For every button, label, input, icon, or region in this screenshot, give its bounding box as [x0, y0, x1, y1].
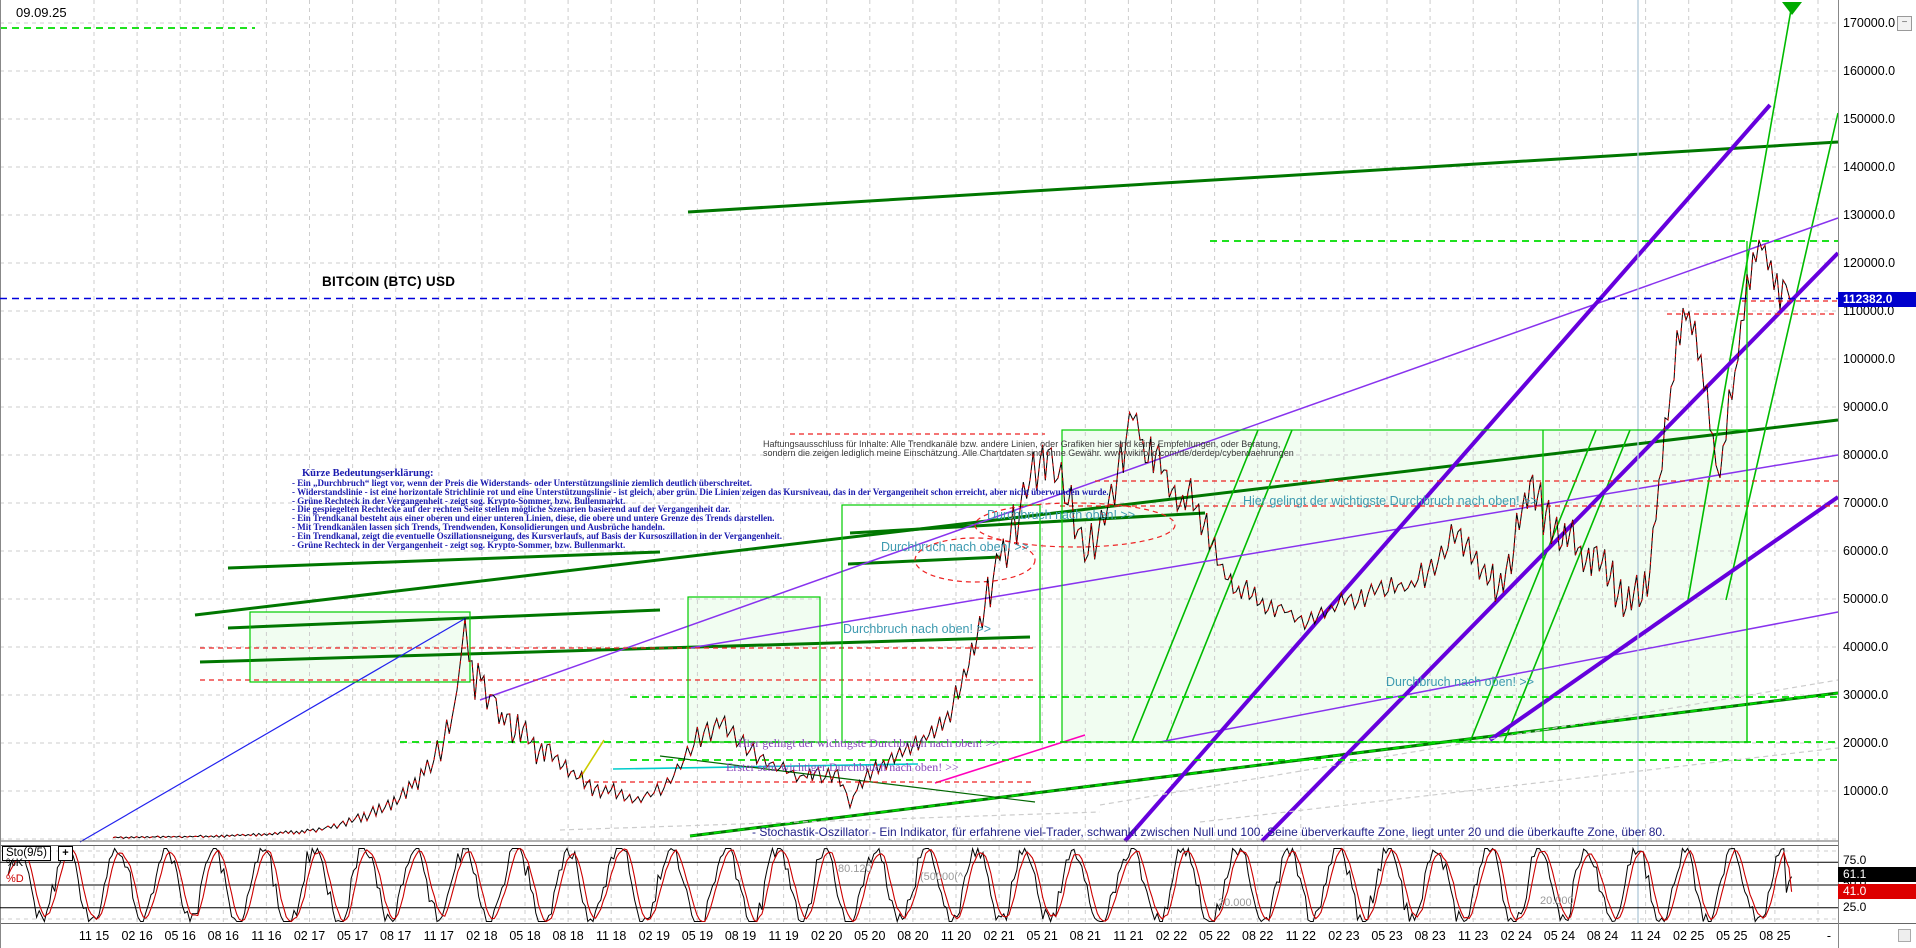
time-tick-label: 05 21	[1026, 929, 1058, 943]
time-tick-label: 08 18	[552, 929, 584, 943]
explanation-title: Kürze Bedeutungserklärung:	[302, 468, 434, 479]
explanation-line: - Widerstandslinie - ist eine horizontal…	[292, 486, 1109, 497]
chart-annotation: Hier gelingt der wichtigste Durchbruch n…	[738, 736, 1000, 750]
time-tick-label: 08 20	[897, 929, 929, 943]
chart-annotation: Hier gelingt der wichtigste Durchbruch n…	[1243, 494, 1538, 508]
time-tick-label: 05 23	[1371, 929, 1403, 943]
disclaimer-line-1: Haftungsausschluss für Inhalte: Alle Tre…	[763, 439, 1281, 449]
time-tick-label: 05 17	[336, 929, 369, 943]
time-tick-label: 08 25	[1759, 929, 1791, 943]
ghost-label: 80.120	[838, 863, 872, 875]
price-tick-label: 170000.0	[1843, 16, 1896, 30]
price-tick-label: 110000.0	[1843, 304, 1895, 318]
ghost-label: (50000(^	[920, 871, 964, 883]
oscillator-description: - Stochastik-Oszillator - Ein Indikator,…	[752, 825, 1666, 839]
time-tick-label: 05 16	[164, 929, 196, 943]
time-tick-label: 08 17	[380, 929, 412, 943]
collapse-panel-icon[interactable]: −	[1897, 16, 1912, 31]
instrument-title: BITCOIN (BTC) USD	[322, 274, 456, 289]
chart-annotation: Erster sehr wichtiger Durchbruch nach ob…	[726, 760, 959, 774]
current-price-tag: 112382.0	[1838, 292, 1916, 307]
time-tick-label: 05 20	[854, 929, 886, 943]
price-tick-label: 10000.0	[1843, 784, 1889, 798]
time-tick-label: 02 21	[983, 929, 1015, 943]
explanation-block: Kürze Bedeutungserklärung: - Ein „Durchb…	[292, 468, 1109, 549]
chart-annotation: Durchbruch nach oben! >>	[987, 508, 1136, 522]
price-tick-label: 90000.0	[1843, 400, 1889, 414]
price-tick-label: 80000.0	[1843, 448, 1889, 462]
chart-annotation: Durchbruch nach oben! >>	[881, 540, 1030, 554]
price-tick-label: 40000.0	[1843, 640, 1889, 654]
time-tick-label: 02 18	[466, 929, 498, 943]
price-tick-label: 100000.0	[1843, 352, 1896, 366]
time-tick-label: 11 21	[1113, 929, 1144, 943]
time-tick-label: 11 23	[1458, 929, 1489, 943]
time-tick-label: 02 16	[121, 929, 153, 943]
time-tick-label: 02 22	[1155, 929, 1188, 943]
price-tick-label: 130000.0	[1843, 208, 1896, 222]
time-tick-label: 05 24	[1543, 929, 1576, 943]
chart-annotation: Durchbruch nach oben! >>	[843, 622, 992, 636]
time-tick-label: 02 17	[293, 929, 326, 943]
price-tick-label: 160000.0	[1843, 64, 1896, 78]
time-tick-label: 02 19	[638, 929, 670, 943]
time-tick-label: 11 20	[940, 929, 972, 943]
osc-tick-75: 75.0	[1843, 853, 1867, 867]
osc-tick-25: 25.0	[1843, 900, 1867, 914]
time-tick-label: 05 19	[681, 929, 714, 943]
explanation-line: - Grüne Rechteck in der Vergangenheit - …	[292, 539, 626, 550]
price-tick-label: 120000.0	[1843, 256, 1896, 270]
explanation-line: - Grüne Rechteck in der Vergangenheit - …	[292, 495, 626, 506]
stoch-d-label: %D	[6, 873, 24, 885]
time-tick-label: 08 19	[724, 929, 757, 943]
time-tick-label: 02 24	[1500, 929, 1532, 943]
time-tick-label: 02 25	[1673, 929, 1705, 943]
ghost-label: 20.000	[1540, 895, 1574, 907]
chart-annotation: Durchbruch nach oben! >>	[1386, 675, 1535, 689]
time-tick-label: 05 25	[1716, 929, 1748, 943]
time-tick-label: 11 19	[768, 929, 799, 943]
stoch-d-value: 41.0	[1838, 884, 1916, 899]
time-tick-label: 11 18	[596, 929, 627, 943]
time-tick-label: 05 18	[509, 929, 541, 943]
explanation-line: - Mit Trendkanälen lassen sich Trends, T…	[292, 521, 665, 532]
time-tick-label: 11 16	[251, 929, 282, 943]
price-tick-label: 140000.0	[1843, 160, 1896, 174]
chart-date-label: 09.09.25	[16, 5, 67, 20]
time-tick-label: 08 22	[1242, 929, 1274, 943]
time-tick-label: -	[1826, 929, 1832, 943]
price-tick-label: 60000.0	[1843, 544, 1889, 558]
time-tick-label: 11 17	[423, 929, 454, 943]
price-tick-label: 150000.0	[1843, 112, 1896, 126]
stoch-k-label: %K	[6, 857, 24, 869]
time-tick-label: 11 15	[78, 929, 110, 943]
explanation-lines: - Ein „Durchbruch“ liegt vor, wenn der P…	[292, 479, 1109, 549]
time-tick-label: 05 22	[1198, 929, 1231, 943]
time-tick-label: 08 23	[1414, 929, 1446, 943]
explanation-line: - Ein „Durchbruch“ liegt vor, wenn der P…	[292, 478, 752, 488]
explanation-line: - Ein Trendkanal, zeigt die eventuelle O…	[292, 530, 782, 541]
time-tick-label: 08 16	[207, 929, 239, 943]
price-tick-label: 70000.0	[1843, 496, 1889, 510]
price-tick-label: 30000.0	[1843, 688, 1889, 702]
add-indicator-button[interactable]: +	[58, 846, 73, 861]
disclaimer-line-2: sondern die zeigen lediglich meine Einsc…	[763, 448, 1294, 458]
time-tick-label: 08 21	[1069, 929, 1101, 943]
resize-handle[interactable]	[1898, 929, 1911, 942]
price-tick-label: 50000.0	[1843, 592, 1889, 606]
disclaimer: Haftungsausschluss für Inhalte: Alle Tre…	[763, 440, 1294, 458]
explanation-line: - Ein Trendkanal besteht aus einer obere…	[292, 513, 775, 524]
indicator-label-button[interactable]: Sto(9/5)	[2, 846, 51, 861]
stoch-k-value: 61.1	[1838, 867, 1916, 882]
explanation-line: - Die gespiegelten Rechtecke auf der rec…	[292, 504, 731, 515]
time-tick-label: 02 20	[811, 929, 843, 943]
ghost-label: 20.000	[1218, 897, 1252, 909]
time-tick-label: 02 23	[1328, 929, 1360, 943]
time-tick-label: 11 22	[1285, 929, 1316, 943]
time-tick-label: 08 24	[1586, 929, 1619, 943]
price-tick-label: 20000.0	[1843, 736, 1889, 750]
time-tick-label: 11 24	[1630, 929, 1661, 943]
